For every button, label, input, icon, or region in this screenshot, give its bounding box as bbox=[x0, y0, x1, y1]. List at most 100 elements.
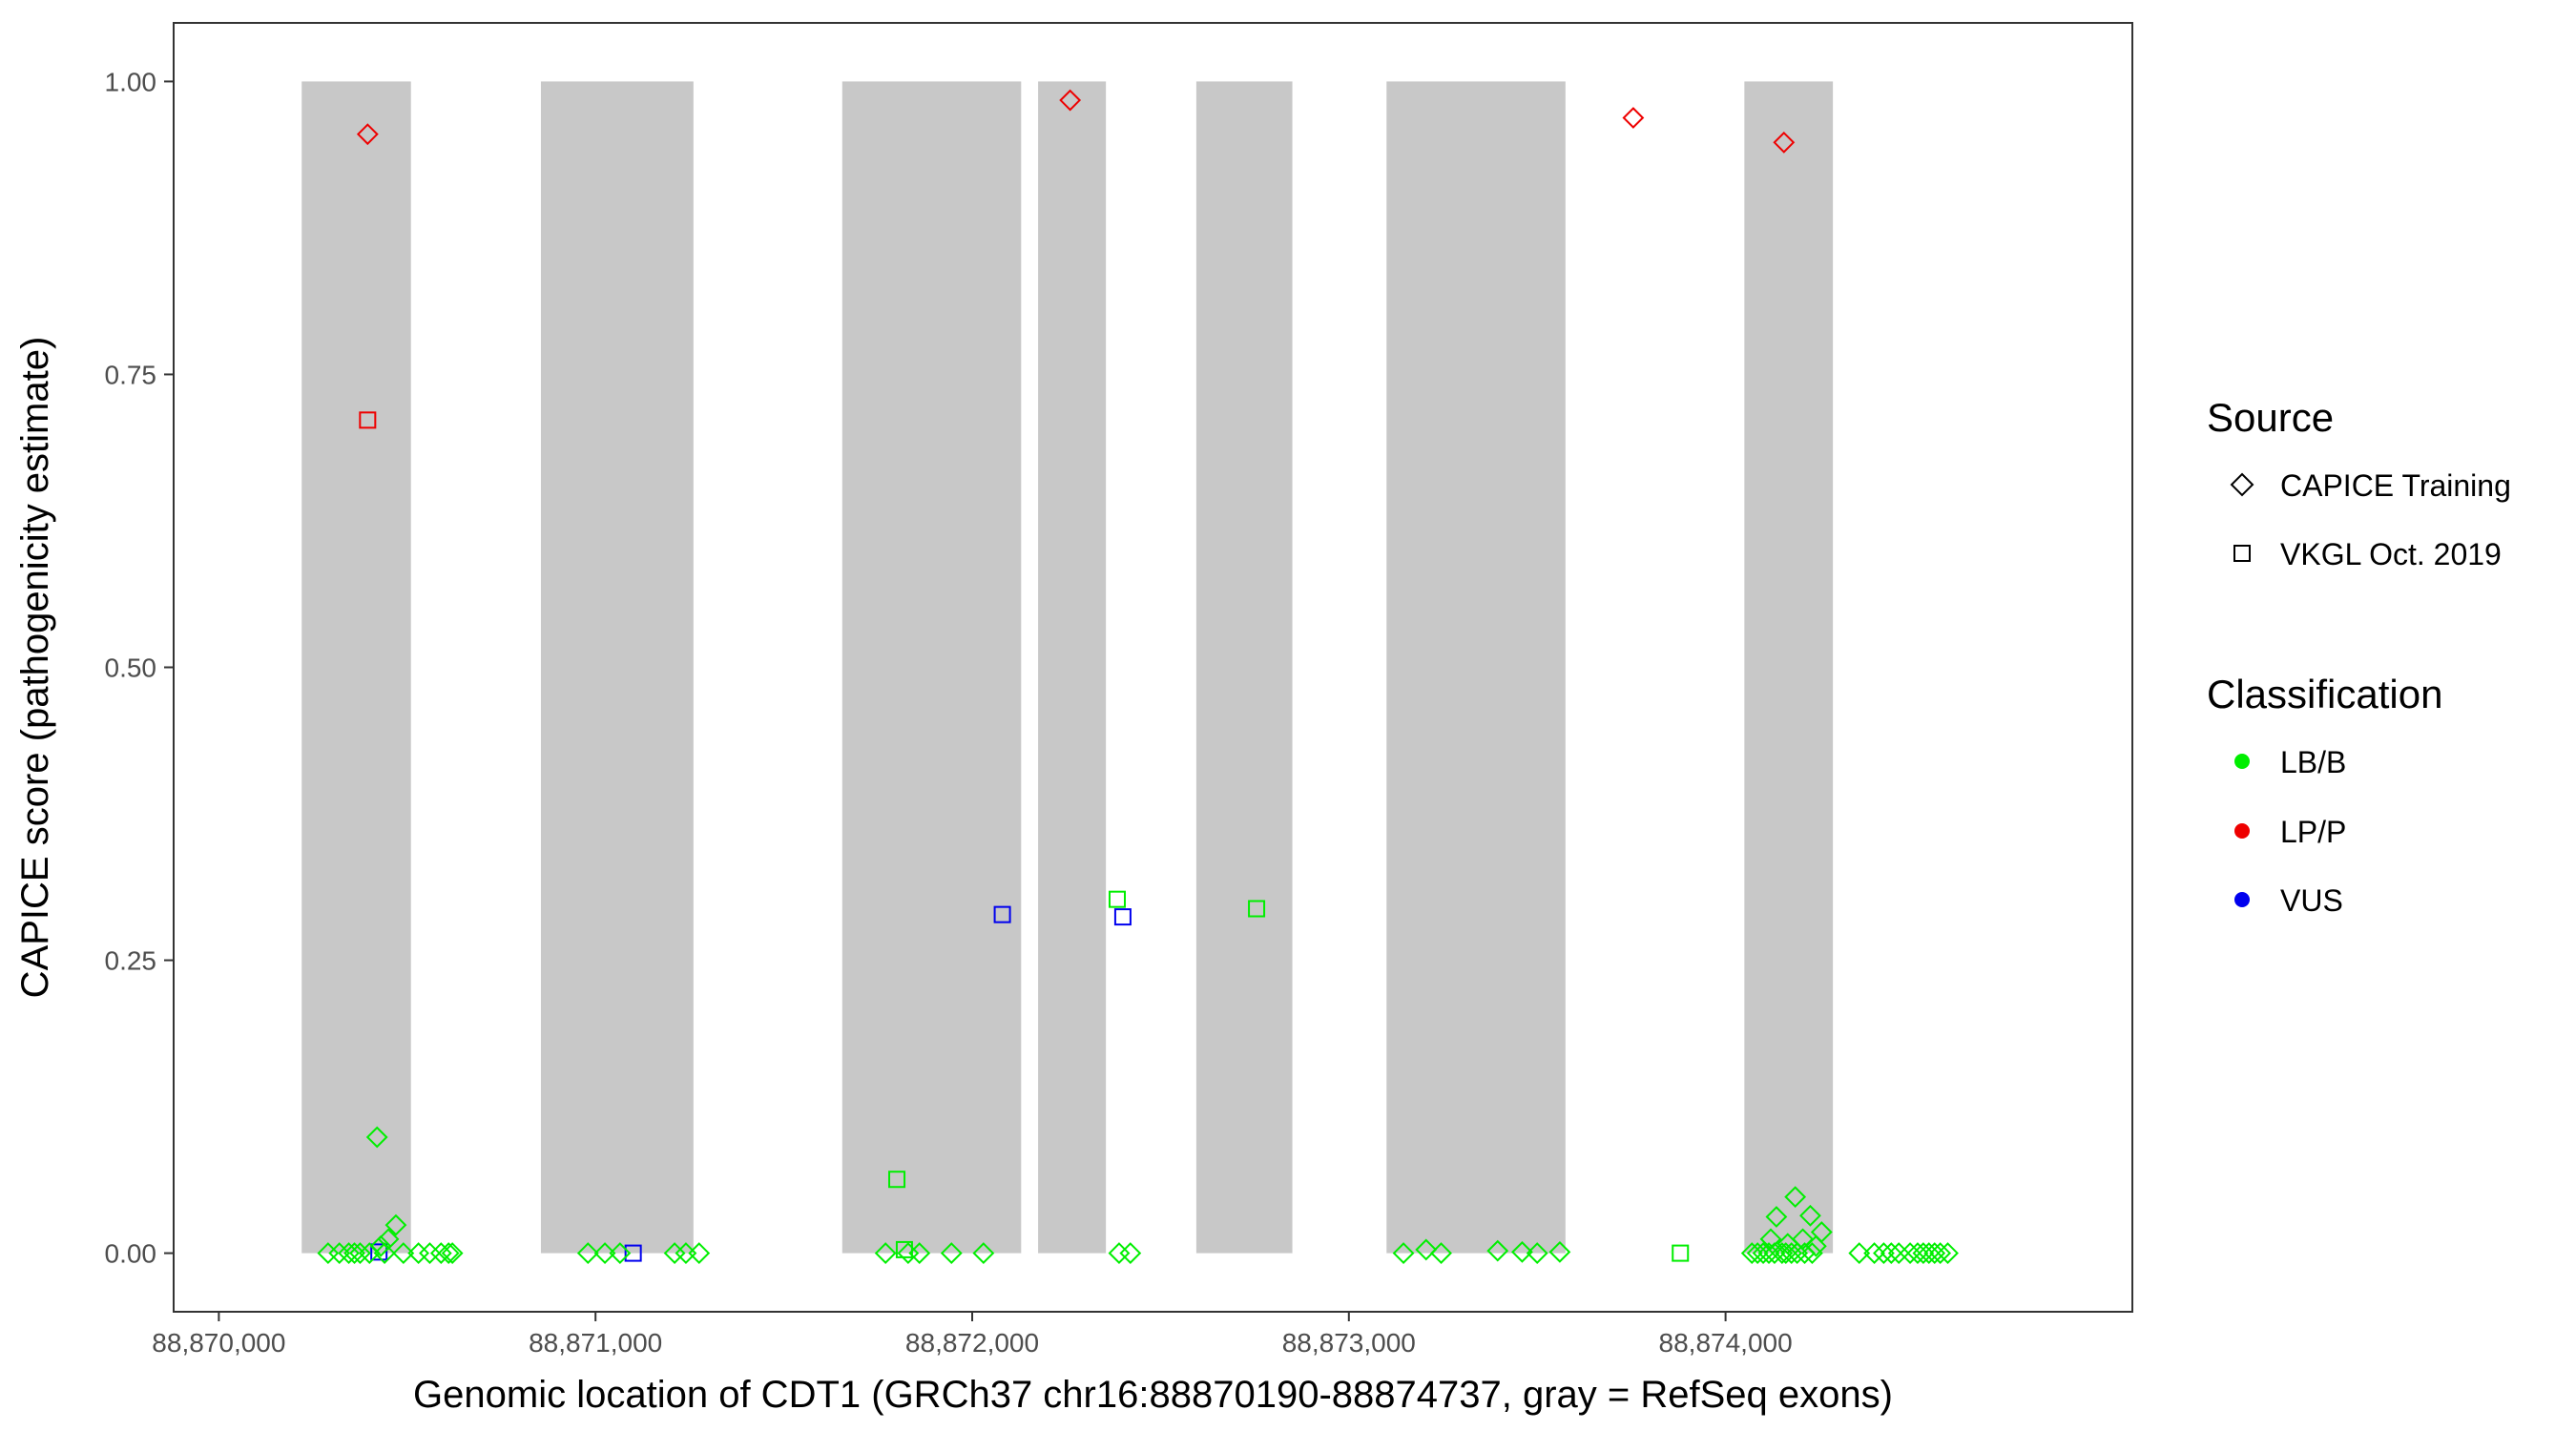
exon-band bbox=[1744, 81, 1834, 1254]
data-point-diamond bbox=[358, 1242, 381, 1265]
data-point-diamond bbox=[1899, 1242, 1922, 1265]
data-point-diamond bbox=[1548, 1240, 1571, 1263]
legend: Source CAPICE Training VKGL Oct. 2019 Cl… bbox=[2207, 395, 2511, 918]
data-point-diamond bbox=[1937, 1242, 1959, 1265]
data-point-diamond bbox=[1775, 1242, 1797, 1265]
data-point-diamond bbox=[369, 1234, 392, 1257]
data-point-diamond bbox=[437, 1242, 460, 1265]
data-point-diamond bbox=[384, 1213, 407, 1236]
data-point-diamond bbox=[1510, 1240, 1533, 1263]
legend-item-vkgl: VKGL Oct. 2019 bbox=[2233, 537, 2502, 571]
data-point-diamond bbox=[1784, 1186, 1807, 1209]
data-point-diamond bbox=[1912, 1242, 1935, 1265]
data-point-diamond bbox=[1415, 1238, 1438, 1261]
data-point-diamond bbox=[1119, 1242, 1142, 1265]
data-point-square bbox=[1113, 908, 1132, 926]
y-tick-label: 0.50 bbox=[105, 653, 157, 683]
data-point-diamond bbox=[1108, 1242, 1131, 1265]
data-point-diamond bbox=[419, 1242, 441, 1265]
data-point-diamond bbox=[1763, 1242, 1786, 1265]
exon-bands bbox=[301, 81, 1834, 1254]
data-point-diamond bbox=[940, 1242, 963, 1265]
data-point-diamond bbox=[1906, 1242, 1929, 1265]
data-point-diamond bbox=[1059, 89, 1082, 112]
legend-item-lb-b: LB/B bbox=[2234, 745, 2346, 779]
data-point-square bbox=[370, 1243, 388, 1261]
data-point-square bbox=[1672, 1244, 1690, 1262]
data-point-diamond bbox=[1765, 1206, 1788, 1228]
data-point-diamond bbox=[1794, 1242, 1816, 1265]
data-point-diamond bbox=[365, 1126, 388, 1149]
data-point-diamond bbox=[897, 1242, 920, 1265]
x-axis-title: Genomic location of CDT1 (GRCh37 chr16:8… bbox=[413, 1374, 1893, 1416]
x-axis: 88,870,000 88,871,000 88,872,000 88,873,000… bbox=[152, 1312, 1793, 1358]
data-point-diamond bbox=[1486, 1239, 1509, 1262]
data-point-square bbox=[1108, 890, 1126, 908]
data-point-square bbox=[895, 1240, 913, 1258]
green-dot-icon bbox=[2234, 754, 2250, 769]
x-tick-label: 88,871,000 bbox=[529, 1328, 662, 1358]
data-point-square bbox=[1248, 900, 1266, 918]
data-point-diamond bbox=[1880, 1242, 1902, 1265]
x-tick-label: 88,874,000 bbox=[1659, 1328, 1793, 1358]
exon-band bbox=[1038, 81, 1107, 1254]
data-point-diamond bbox=[1799, 1204, 1821, 1227]
data-point-diamond bbox=[576, 1242, 599, 1265]
data-point-diamond bbox=[1873, 1242, 1895, 1265]
data-point-diamond bbox=[593, 1242, 616, 1265]
data-point-diamond bbox=[1863, 1242, 1885, 1265]
data-point-diamond bbox=[343, 1242, 365, 1265]
data-point-square bbox=[888, 1171, 906, 1189]
legend-label: VUS bbox=[2280, 883, 2343, 918]
y-axis-title: CAPICE score (pathogenicity estimate) bbox=[14, 337, 56, 999]
legend-source-title: Source bbox=[2207, 395, 2334, 440]
data-point-diamond bbox=[609, 1242, 632, 1265]
plot-panel-border bbox=[173, 22, 2133, 1313]
data-point-diamond bbox=[1746, 1242, 1769, 1265]
square-marker-icon bbox=[2233, 545, 2251, 562]
data-points bbox=[317, 89, 1959, 1265]
exon-band bbox=[841, 81, 1022, 1254]
x-tick-label: 88,873,000 bbox=[1282, 1328, 1416, 1358]
data-point-diamond bbox=[429, 1242, 452, 1265]
data-point-diamond bbox=[373, 1242, 396, 1265]
x-tick-label: 88,872,000 bbox=[905, 1328, 1039, 1358]
red-dot-icon bbox=[2234, 823, 2250, 839]
data-point-diamond bbox=[338, 1242, 361, 1265]
data-point-diamond bbox=[1887, 1242, 1910, 1265]
data-point-diamond bbox=[441, 1242, 464, 1265]
data-point-diamond bbox=[874, 1242, 897, 1265]
y-tick-label: 1.00 bbox=[105, 67, 157, 96]
data-point-diamond bbox=[1392, 1242, 1415, 1265]
exon-band bbox=[1195, 81, 1293, 1254]
y-tick-label: 0.75 bbox=[105, 360, 157, 389]
data-point-diamond bbox=[1773, 131, 1796, 154]
data-point-diamond bbox=[1929, 1242, 1952, 1265]
data-point-diamond bbox=[356, 123, 379, 146]
y-axis: 0.00 0.25 0.50 0.75 1.00 bbox=[105, 67, 174, 1269]
data-point-diamond bbox=[1918, 1242, 1941, 1265]
data-point-square bbox=[624, 1244, 642, 1262]
exon-band bbox=[540, 81, 694, 1254]
legend-label: VKGL Oct. 2019 bbox=[2280, 537, 2502, 571]
blue-dot-icon bbox=[2234, 892, 2250, 907]
data-point-diamond bbox=[1771, 1242, 1794, 1265]
legend-label: LP/P bbox=[2280, 815, 2346, 849]
data-point-diamond bbox=[972, 1242, 995, 1265]
legend-item-lp-p: LP/P bbox=[2234, 815, 2346, 849]
data-point-diamond bbox=[392, 1242, 415, 1265]
data-point-square bbox=[359, 411, 377, 429]
data-point-diamond bbox=[1526, 1242, 1548, 1265]
legend-classification-title: Classification bbox=[2207, 672, 2442, 716]
y-tick-label: 0.25 bbox=[105, 946, 157, 976]
data-point-diamond bbox=[1800, 1242, 1823, 1265]
data-point-diamond bbox=[1848, 1242, 1871, 1265]
data-point-diamond bbox=[1430, 1242, 1452, 1265]
data-point-diamond bbox=[663, 1242, 686, 1265]
legend-item-capice-training: CAPICE Training bbox=[2230, 468, 2511, 503]
y-tick-label: 0.00 bbox=[105, 1239, 157, 1269]
legend-label: CAPICE Training bbox=[2280, 468, 2511, 503]
data-point-diamond bbox=[908, 1242, 931, 1265]
diamond-marker-icon bbox=[2230, 472, 2254, 497]
